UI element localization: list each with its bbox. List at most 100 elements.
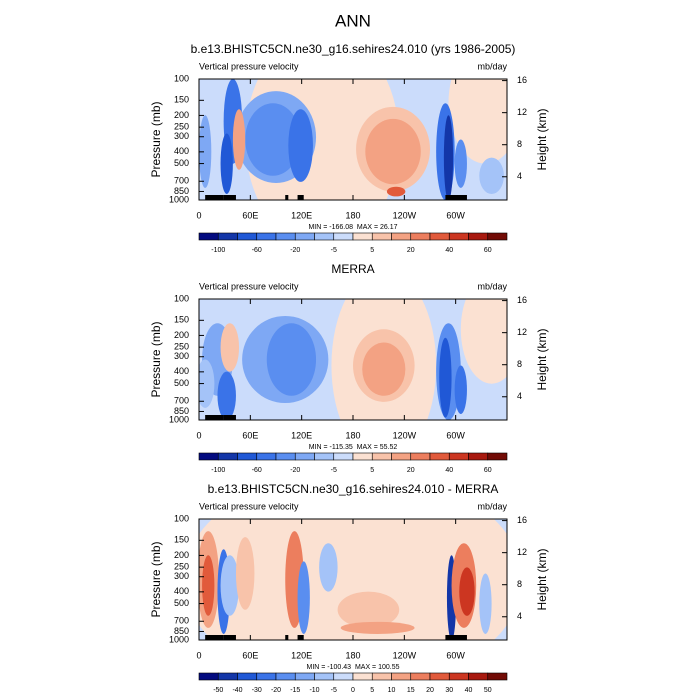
contour-region	[479, 573, 492, 634]
y2-tick-label: 12	[517, 327, 527, 337]
colorbar-label: 20	[407, 467, 415, 474]
colorbar-box	[198, 232, 219, 241]
y-tick-label: 200	[174, 110, 189, 120]
terrain	[445, 635, 467, 640]
colorbar-box	[410, 452, 431, 461]
colorbar-label: -20	[271, 687, 281, 694]
colorbar-label: 10	[388, 687, 396, 694]
y2-tick-label: 8	[517, 579, 522, 589]
colorbar-label: -5	[331, 687, 337, 694]
colorbar-label: 40	[465, 687, 473, 694]
y2-tick-label: 12	[517, 107, 527, 117]
y2-tick-label: 8	[517, 139, 522, 149]
panel-title: MERRA	[331, 262, 374, 276]
y-tick-label: 300	[174, 571, 189, 581]
y-tick-label: 300	[174, 131, 189, 141]
colorbar-box	[294, 672, 315, 681]
contour-region	[220, 133, 233, 194]
y2-tick-label: 12	[517, 547, 527, 557]
colorbar-box	[333, 672, 354, 681]
contour-region	[340, 621, 415, 634]
colorbar-box	[256, 672, 277, 681]
contour-field	[199, 299, 507, 420]
panel-title: b.e13.BHISTC5CN.ne30_g16.sehires24.010 -…	[208, 482, 499, 496]
y-axis-title: Pressure (mb)	[149, 321, 163, 397]
colorbar-label: -100	[211, 247, 225, 254]
colorbar-box	[314, 232, 335, 241]
colorbar-box	[448, 452, 469, 461]
x-tick-label: 60W	[446, 650, 465, 660]
contour-region	[220, 323, 240, 372]
x-tick-label: 180	[345, 430, 360, 440]
right-label: mb/day	[477, 281, 507, 291]
x-tick-label: 120W	[393, 210, 417, 220]
colorbar-label: 20	[426, 687, 434, 694]
contour-region	[202, 555, 215, 616]
terrain	[223, 195, 236, 200]
colorbar-box	[217, 672, 238, 681]
y-tick-label: 400	[174, 586, 189, 596]
colorbar-box	[314, 452, 335, 461]
colorbar-box	[487, 672, 508, 681]
y-tick-label: 200	[174, 550, 189, 560]
y-tick-label: 1000	[169, 634, 189, 644]
left-label: Vertical pressure velocity	[199, 281, 299, 291]
terrain	[297, 635, 304, 640]
contour-region	[460, 299, 507, 384]
contour-region	[266, 323, 317, 396]
contour-region	[297, 561, 310, 634]
stats: MIN = -100.43 MAX = 100.55	[307, 664, 400, 671]
x-tick-label: 0	[196, 430, 201, 440]
left-label: Vertical pressure velocity	[199, 501, 299, 511]
colorbar-label: -15	[290, 687, 300, 694]
colorbar-label: 0	[351, 687, 355, 694]
right-label: mb/day	[477, 501, 507, 511]
y2-tick-label: 16	[517, 75, 527, 85]
y-tick-label: 150	[174, 95, 189, 105]
y-tick-label: 100	[174, 513, 189, 523]
x-tick-label: 60E	[242, 210, 258, 220]
colorbar-box	[410, 672, 431, 681]
contour-region	[245, 103, 301, 176]
y-tick-label: 400	[174, 366, 189, 376]
contour-region	[479, 157, 504, 194]
x-tick-label: 120W	[393, 430, 417, 440]
x-tick-label: 120E	[291, 650, 312, 660]
colorbar-label: -60	[252, 247, 262, 254]
x-tick-label: 120W	[393, 650, 417, 660]
colorbar-label: 40	[445, 467, 453, 474]
x-tick-label: 180	[345, 210, 360, 220]
colorbar-box	[217, 232, 238, 241]
x-tick-label: 60E	[242, 430, 258, 440]
x-tick-label: 60E	[242, 650, 258, 660]
y-axis-title: Pressure (mb)	[149, 541, 163, 617]
colorbar-label: -40	[232, 687, 242, 694]
colorbar-box	[198, 672, 219, 681]
contour-region	[199, 115, 212, 188]
colorbar-box	[294, 452, 315, 461]
colorbar-box	[429, 232, 450, 241]
colorbar-label: -5	[331, 467, 337, 474]
colorbar-box	[333, 452, 354, 461]
terrain	[205, 635, 224, 640]
terrain	[297, 195, 304, 200]
colorbar-box	[468, 672, 489, 681]
y-tick-label: 850	[174, 626, 189, 636]
x-tick-label: 60W	[446, 430, 465, 440]
y-tick-label: 500	[174, 378, 189, 388]
y-tick-label: 100	[174, 73, 189, 83]
y-tick-label: 150	[174, 315, 189, 325]
y-tick-label: 300	[174, 351, 189, 361]
y2-tick-label: 4	[517, 611, 522, 621]
contour-region	[454, 139, 467, 188]
x-tick-label: 60W	[446, 210, 465, 220]
y-tick-label: 1000	[169, 414, 189, 424]
contour-region	[337, 591, 400, 628]
colorbar-box	[487, 232, 508, 241]
y-tick-label: 700	[174, 176, 189, 186]
colorbar-label: 5	[370, 247, 374, 254]
x-tick-label: 180	[345, 650, 360, 660]
x-tick-label: 120E	[291, 430, 312, 440]
colorbar-box	[468, 232, 489, 241]
colorbar-box	[429, 672, 450, 681]
